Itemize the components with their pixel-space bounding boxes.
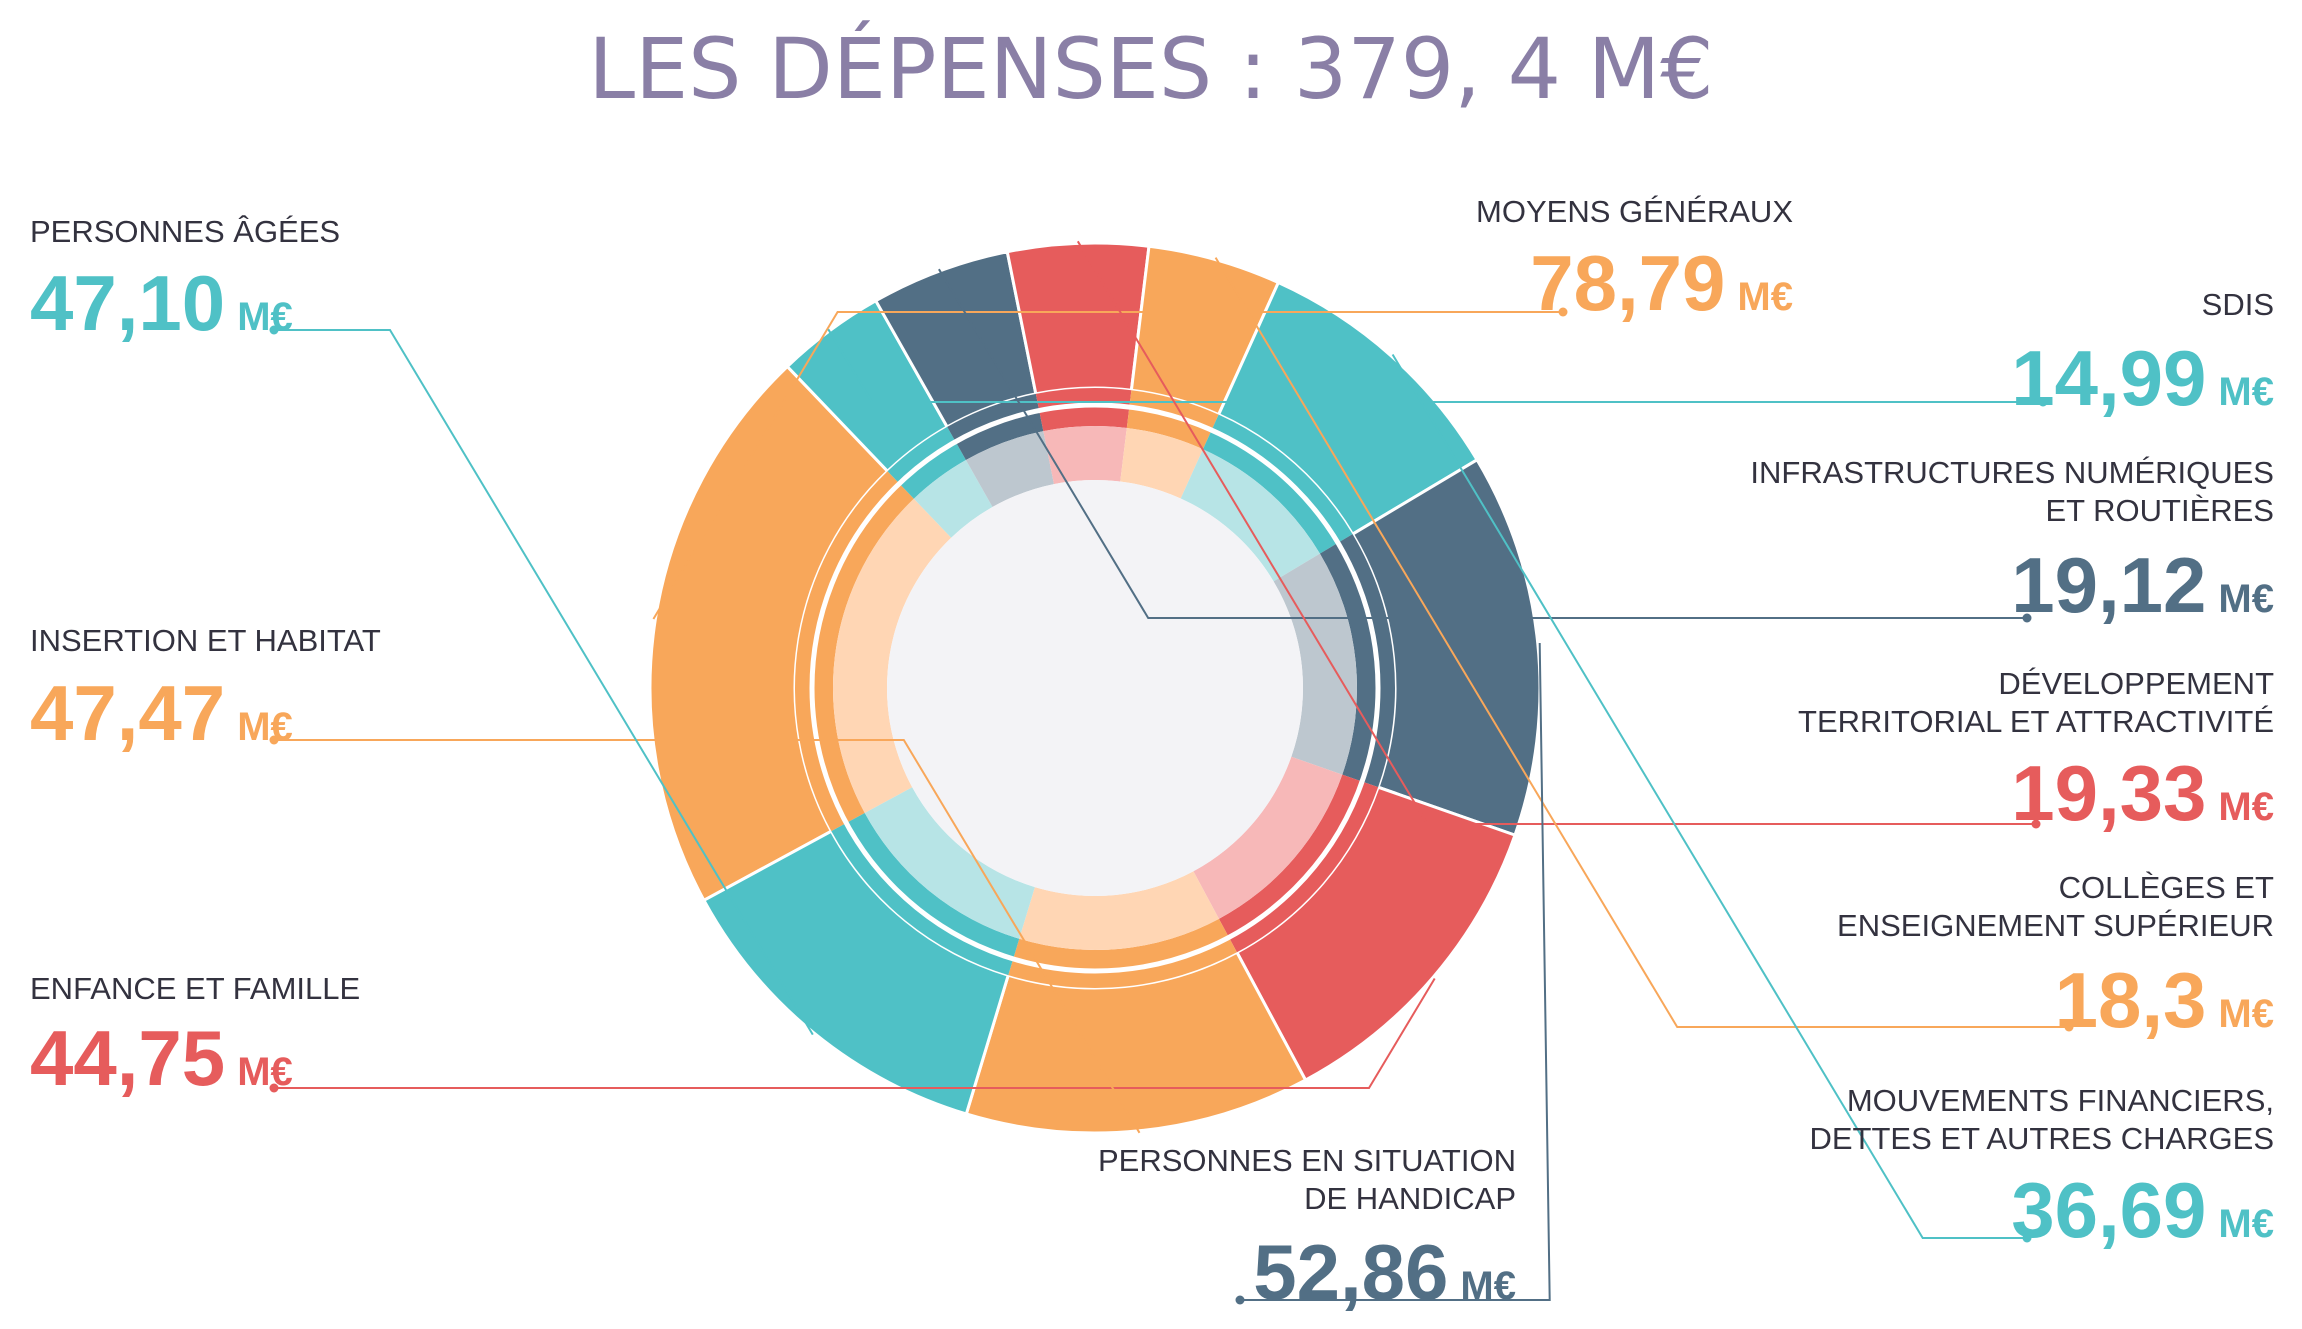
ring-segment-infrastructures-numeriques-et-routieres (947, 393, 1044, 460)
value-label: 19,33 M€ (2011, 749, 2274, 837)
ring-segment-personnes-agees (831, 813, 1020, 976)
inner-segment-developpement-territorial-et-attractivite (1043, 426, 1127, 485)
inner-segment-mouvements-financiers-dettes-et-autres-charges (1180, 449, 1320, 582)
leader-line-infrastructures-numeriques-et-routieres (938, 268, 2027, 619)
leader-dot-personnes-en-situation-de-handicap (1235, 1295, 1245, 1305)
label-personnes-agees: PERSONNES ÂGÉES 47,10 M€ (30, 214, 340, 347)
leader-dot-personnes-agees (269, 325, 279, 335)
category-label: TERRITORIAL ET ATTRACTIVITÉ (1798, 704, 2274, 739)
inner-segment-insertion-et-habitat (1019, 871, 1219, 951)
leader-dot-moyens-generaux (1558, 307, 1568, 317)
leader-dot-mouvements-financiers-dettes-et-autres-charges (2022, 1233, 2032, 1243)
category-label: MOYENS GÉNÉRAUX (1476, 194, 1793, 229)
leader-layer (269, 240, 2074, 1305)
label-enfance-et-famille: ENFANCE ET FAMILLE 44,75 M€ (30, 971, 360, 1102)
leader-line-personnes-en-situation-de-handicap (1240, 642, 1551, 1301)
category-label: COLLÈGES ET (2059, 870, 2274, 905)
category-label: ET ROUTIÈRES (2045, 493, 2274, 528)
value-label: 78,79 M€ (1530, 239, 1793, 327)
leader-dot-sdis (2038, 397, 2048, 407)
leader-dot-enfance-et-famille (269, 1083, 279, 1093)
leader-line-insertion-et-habitat (274, 739, 1141, 1134)
leader-dot-insertion-et-habitat (269, 735, 279, 745)
inner-segment-infrastructures-numeriques-et-routieres (965, 431, 1054, 507)
leader-line-moyens-generaux (652, 311, 1563, 620)
ring-segment-colleges-et-enseignement-superieur (1126, 390, 1219, 450)
leader-line-mouvements-financiers-dettes-et-autres-charges (1391, 353, 2027, 1239)
category-label: ENFANCE ET FAMILLE (30, 971, 360, 1006)
leader-dot-developpement-territorial-et-attractivite (2031, 819, 2041, 829)
category-label: PERSONNES EN SITUATION (1098, 1143, 1516, 1178)
category-label: DÉVELOPPEMENT (1998, 666, 2274, 701)
value-label: 19,12 M€ (2011, 541, 2274, 629)
leader-line-colleges-et-enseignement-superieur (1214, 257, 2069, 1028)
leader-dot-colleges-et-enseignement-superieur (2064, 1022, 2074, 1032)
category-label: SDIS (2202, 287, 2274, 322)
inner-segment-sdis (913, 460, 993, 538)
category-label: INSERTION ET HABITAT (30, 623, 381, 658)
inner-segment-moyens-generaux (832, 498, 952, 814)
category-label: ENSEIGNEMENT SUPÉRIEUR (1837, 908, 2274, 943)
chart-title: LES DÉPENSES : 379, 4 M€ (588, 20, 1713, 118)
value-label: 47,10 M€ (30, 259, 293, 347)
value-label: 18,3 M€ (2055, 956, 2274, 1044)
value-label: 14,99 M€ (2011, 334, 2274, 422)
leader-dot-infrastructures-numeriques-et-routieres (2022, 613, 2032, 623)
inner-segment-personnes-agees (864, 787, 1035, 939)
label-layer: MOYENS GÉNÉRAUX 78,79 M€ SDIS 14,99 M€ INFRAST… (30, 194, 2274, 1316)
ring-segment-moyens-generaux (794, 471, 914, 832)
label-mouvements-financiers-dettes-et-autres-charges: MOUVEMENTS FINANCIERS,DETTES ET AUTRES C… (1809, 1083, 2274, 1254)
inner-segment-colleges-et-enseignement-superieur (1120, 427, 1203, 499)
ring-divider (809, 402, 1381, 974)
center-disc (887, 480, 1303, 896)
category-label: INFRASTRUCTURES NUMÉRIQUES (1750, 455, 2274, 490)
value-label: 47,47 M€ (30, 669, 293, 757)
value-label: 36,69 M€ (2011, 1166, 2274, 1254)
sector-layer (648, 241, 1542, 1135)
ring-segment-developpement-territorial-et-attractivite (1035, 388, 1132, 432)
leader-line-enfance-et-famille (274, 977, 1436, 1089)
label-insertion-et-habitat: INSERTION ET HABITAT 47,47 M€ (30, 623, 381, 757)
category-label: MOUVEMENTS FINANCIERS, (1847, 1083, 2274, 1118)
category-label: DETTES ET AUTRES CHARGES (1809, 1121, 2274, 1156)
value-label: 44,75 M€ (30, 1014, 293, 1102)
ring-segment-mouvements-financiers-dettes-et-autres-charges (1202, 414, 1353, 554)
category-label: PERSONNES ÂGÉES (30, 214, 340, 249)
ring-segment-enfance-et-famille (1218, 774, 1379, 953)
value-label: 52,86 M€ (1253, 1228, 1516, 1316)
leader-line-sdis (827, 328, 2043, 403)
leader-line-personnes-agees (274, 329, 814, 1036)
category-label: DE HANDICAP (1304, 1181, 1516, 1216)
leader-line-developpement-territorial-et-attractivite (1076, 240, 2036, 825)
inner-segment-personnes-en-situation-de-handicap (1273, 553, 1357, 775)
inner-segment-enfance-et-famille (1193, 756, 1343, 919)
label-moyens-generaux: MOYENS GÉNÉRAUX 78,79 M€ (1476, 194, 1793, 327)
label-sdis: SDIS 14,99 M€ (2011, 287, 2274, 422)
